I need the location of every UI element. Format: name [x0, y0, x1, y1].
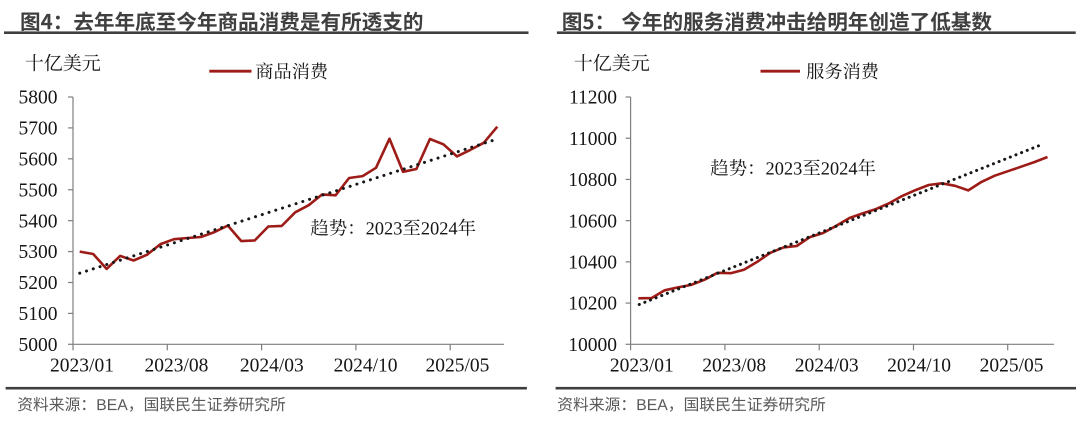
svg-text:2023/08: 2023/08 [144, 356, 208, 377]
svg-text:2023/01: 2023/01 [50, 356, 114, 377]
svg-text:10800: 10800 [568, 170, 617, 191]
svg-text:5700: 5700 [19, 119, 58, 140]
svg-text:2024/03: 2024/03 [795, 356, 859, 377]
svg-text:11200: 11200 [569, 88, 617, 109]
svg-text:5100: 5100 [19, 304, 58, 325]
svg-text:10600: 10600 [568, 211, 617, 232]
svg-text:5300: 5300 [19, 242, 58, 263]
svg-text:2025/05: 2025/05 [980, 356, 1044, 377]
svg-text:5200: 5200 [19, 273, 58, 294]
svg-text:2024/03: 2024/03 [240, 356, 304, 377]
svg-text:10000: 10000 [568, 335, 617, 356]
svg-text:5600: 5600 [19, 149, 58, 170]
svg-text:2024/10: 2024/10 [887, 356, 951, 377]
svg-text:11000: 11000 [569, 129, 617, 150]
svg-text:5000: 5000 [19, 335, 58, 356]
svg-text:2023/01: 2023/01 [610, 356, 674, 377]
svg-text:10400: 10400 [568, 252, 617, 273]
svg-text:5400: 5400 [19, 211, 58, 232]
svg-text:2025/05: 2025/05 [425, 356, 489, 377]
svg-text:2024/10: 2024/10 [334, 356, 398, 377]
svg-text:2023/08: 2023/08 [702, 356, 766, 377]
svg-text:10200: 10200 [568, 294, 617, 315]
svg-text:5800: 5800 [19, 88, 58, 109]
svg-text:5500: 5500 [19, 180, 58, 201]
